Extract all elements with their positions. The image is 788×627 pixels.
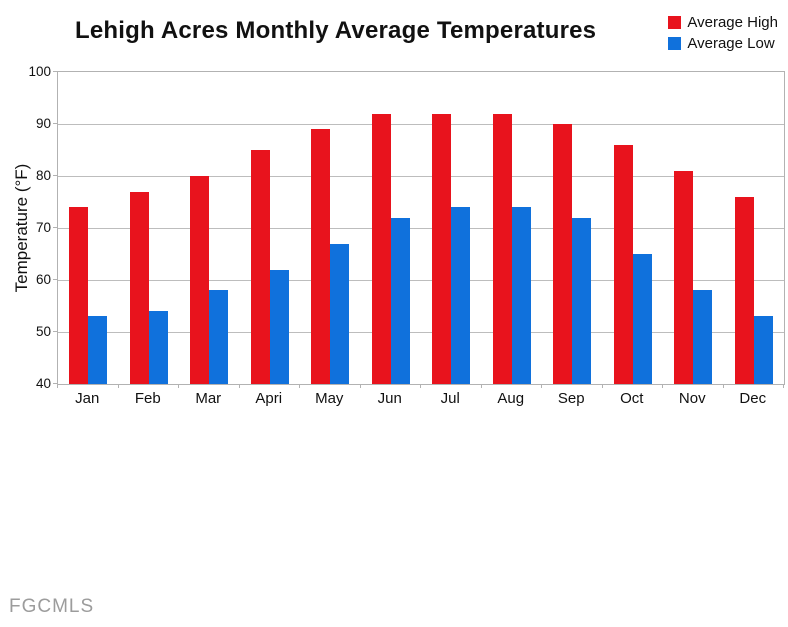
y-tick-label-90: 90 (35, 115, 51, 131)
legend-swatch-high (668, 16, 682, 29)
bar-average-low-jul (451, 207, 471, 384)
bar-group-oct (603, 144, 664, 384)
x-tick-mark-2 (178, 384, 179, 388)
bar-average-high-jan (69, 207, 89, 384)
x-tick-label-jun: Jun (377, 390, 402, 407)
x-tick-mark-11 (722, 384, 724, 388)
bar-group-jun (361, 113, 422, 384)
legend-item-average-high: Average High (668, 14, 778, 31)
bar-average-high-sep (553, 124, 573, 384)
gridline-60 (58, 279, 784, 281)
x-tick-label-apri: Apri (255, 390, 283, 407)
bar-average-high-jul (432, 113, 452, 384)
x-tick-label-aug: Aug (497, 390, 525, 407)
x-tick-label-jul: Jul (440, 390, 460, 407)
legend-label-high: Average High (687, 14, 778, 31)
y-tick-label-70: 70 (35, 219, 51, 235)
x-tick-label-sep: Sep (557, 390, 585, 407)
bar-group-jan (58, 207, 119, 384)
bar-group-apri (240, 150, 301, 384)
x-tick-mark-3 (238, 384, 240, 388)
bar-group-mar (179, 176, 240, 384)
x-tick-mark-1 (117, 384, 119, 388)
x-tick-mark-9 (601, 384, 603, 388)
x-tick-mark-6 (420, 384, 421, 388)
bar-average-high-dec (734, 196, 754, 384)
bar-average-high-oct (613, 144, 633, 384)
bar-group-jul (421, 113, 482, 384)
x-tick-label-feb: Feb (134, 390, 161, 407)
chart-title: Lehigh Acres Monthly Average Temperature… (75, 17, 597, 44)
x-tick-mark-8 (541, 384, 542, 388)
bar-group-sep (542, 124, 603, 384)
bar-average-high-may (311, 129, 331, 384)
legend-label-low: Average Low (687, 35, 775, 52)
legend-item-average-low: Average Low (668, 35, 778, 52)
y-tick-label-50: 50 (35, 323, 51, 339)
x-tick-label-oct: Oct (620, 390, 644, 407)
x-tick-mark-12 (783, 384, 784, 388)
bar-group-aug (482, 113, 543, 384)
bar-average-low-nov (693, 290, 713, 384)
bar-average-low-jun (390, 217, 410, 384)
watermark: FGCMLS (9, 596, 95, 617)
bar-average-low-apri (269, 269, 289, 384)
bar-group-may (300, 129, 361, 384)
y-tick-mark-40 (53, 383, 57, 384)
y-tick-mark-90 (53, 123, 57, 124)
legend-swatch-low (668, 37, 682, 50)
x-tick-mark-4 (299, 384, 300, 388)
y-tick-mark-60 (53, 279, 57, 280)
y-tick-label-40: 40 (35, 375, 51, 391)
y-tick-label-100: 100 (28, 63, 51, 79)
legend: Average High Average Low (668, 14, 778, 52)
bar-average-low-oct (632, 254, 652, 384)
bar-average-high-apri (250, 150, 270, 384)
gridline-80 (58, 175, 784, 177)
bar-average-high-jun (371, 113, 391, 384)
y-tick-label-80: 80 (35, 167, 51, 183)
y-tick-mark-80 (53, 175, 57, 176)
y-tick-label-60: 60 (35, 271, 51, 287)
x-tick-mark-0 (57, 384, 58, 388)
gridline-90 (58, 123, 784, 125)
x-tick-mark-7 (480, 384, 482, 388)
y-tick-mark-50 (53, 331, 57, 332)
bar-average-low-sep (572, 217, 592, 384)
x-tick-mark-5 (359, 384, 361, 388)
gridline-50 (58, 331, 784, 333)
y-tick-mark-70 (53, 227, 57, 228)
bar-average-high-aug (492, 113, 512, 384)
bar-group-dec (724, 196, 785, 384)
bar-average-low-jan (88, 316, 108, 384)
bar-average-low-dec (753, 316, 773, 384)
plot-area (57, 71, 785, 385)
y-tick-mark-100 (53, 71, 57, 72)
bar-group-feb (119, 191, 180, 384)
bar-average-high-feb (129, 191, 149, 384)
x-tick-label-mar: Mar (195, 390, 222, 407)
gridline-70 (58, 227, 784, 229)
x-tick-label-nov: Nov (678, 390, 706, 407)
bar-average-low-feb (148, 311, 168, 384)
bar-average-high-nov (674, 170, 694, 384)
bar-average-high-mar (190, 176, 210, 384)
x-tick-label-may: May (315, 390, 344, 407)
x-tick-label-dec: Dec (739, 390, 767, 407)
x-tick-mark-10 (662, 384, 663, 388)
bar-average-low-mar (209, 290, 229, 384)
bar-group-nov (663, 170, 724, 384)
bar-average-low-may (330, 243, 350, 384)
bar-average-low-aug (511, 207, 531, 384)
x-tick-label-jan: Jan (75, 390, 100, 407)
